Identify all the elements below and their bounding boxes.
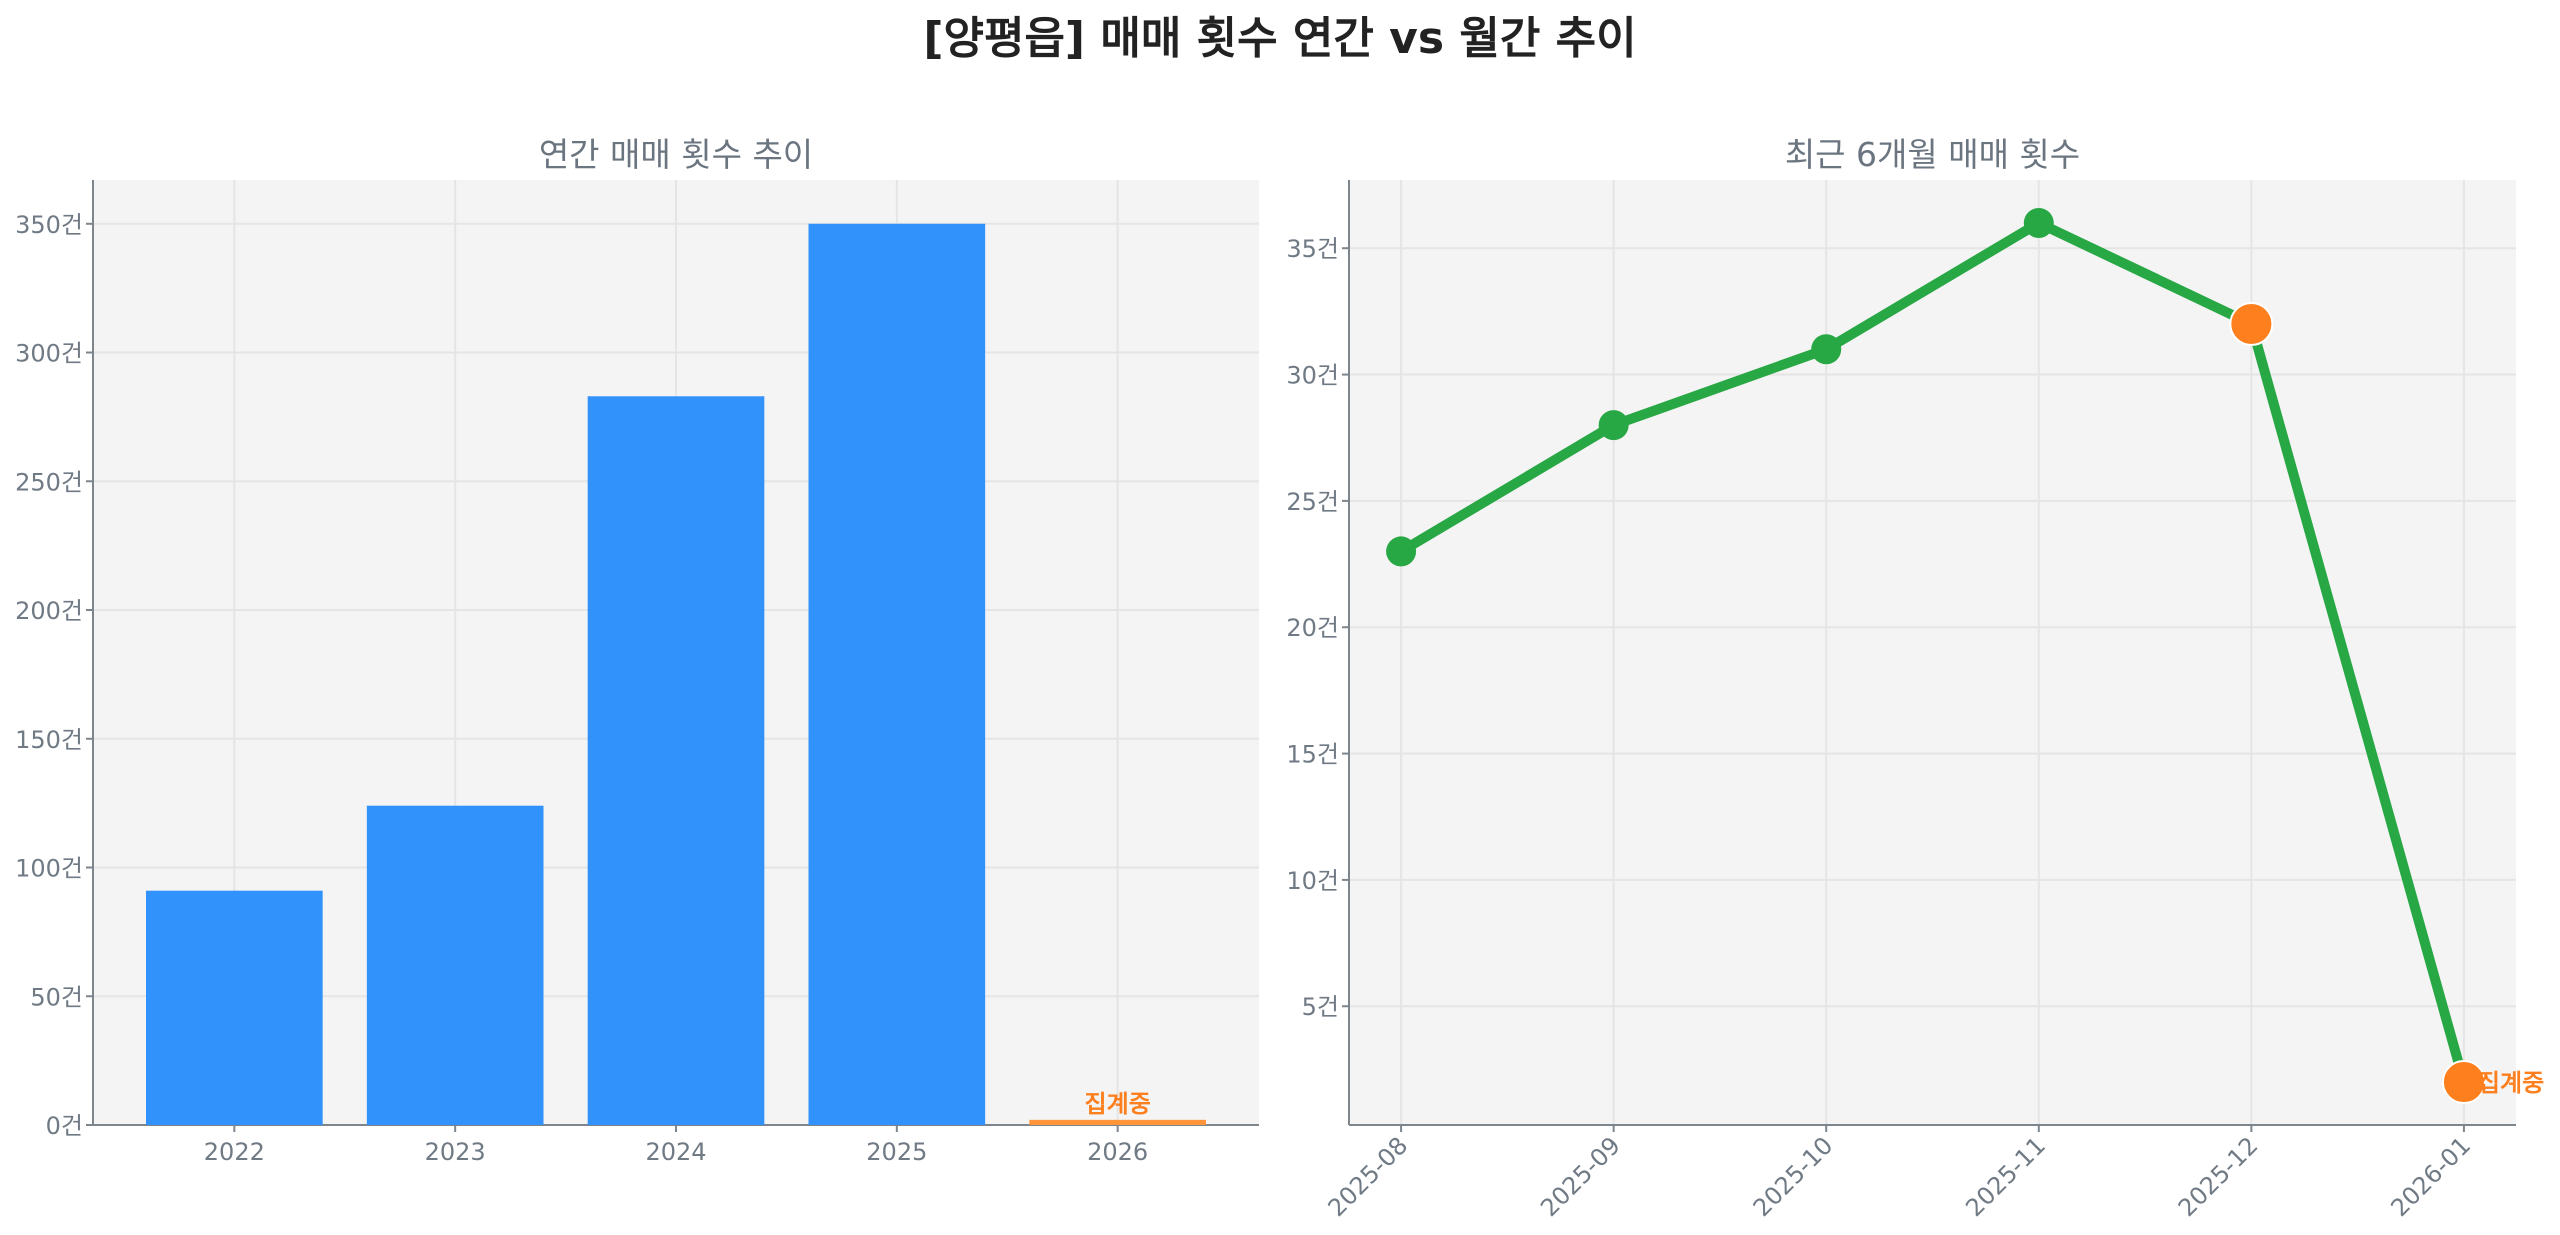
- data-point-2025-11: [2023, 207, 2054, 238]
- x-tick-label: 2026-01: [2385, 1131, 2476, 1222]
- y-tick-label: 200건: [15, 597, 83, 625]
- y-tick-label: 5건: [1302, 993, 1339, 1021]
- data-point-2025-10: [1811, 334, 1842, 365]
- y-tick-label: 100건: [15, 855, 83, 883]
- x-tick-label: 2025: [866, 1138, 927, 1166]
- x-tick-label: 2022: [204, 1138, 265, 1166]
- y-tick-label: 15건: [1286, 741, 1339, 769]
- x-tick-label: 2026: [1087, 1138, 1148, 1166]
- x-tick-label: 2025-12: [2173, 1131, 2264, 1222]
- y-tick-label: 30건: [1286, 362, 1339, 390]
- y-tick-label: 50건: [30, 983, 83, 1011]
- bar-2025: [808, 223, 986, 1125]
- y-tick-label: 350건: [15, 211, 83, 239]
- x-tick-label: 2023: [425, 1138, 486, 1166]
- highlight-point-2025-12: [2229, 302, 2274, 347]
- x-tick-label: 2025-11: [1960, 1131, 2051, 1222]
- main-title: [양평읍] 매매 횟수 연간 vs 월간 추이: [923, 13, 1637, 64]
- y-tick-label: 300건: [15, 340, 83, 368]
- y-tick-label: 0건: [46, 1112, 83, 1140]
- y-tick-label: 10건: [1286, 867, 1339, 895]
- series-line: [1398, 217, 2469, 1084]
- bar-2022: [146, 890, 323, 1125]
- annotation-label: 집계중: [1085, 1090, 1151, 1118]
- y-tick-label: 250건: [15, 468, 83, 496]
- y-tick-label: 150건: [15, 726, 83, 754]
- data-point-2025-09: [1598, 410, 1629, 441]
- x-tick-label: 2025-09: [1535, 1131, 1626, 1222]
- bar-2023: [366, 805, 544, 1125]
- plot-background: [1349, 180, 2516, 1125]
- bar-2026: [1029, 1119, 1206, 1125]
- bar-2024: [587, 396, 765, 1125]
- data-point-2025-08: [1386, 536, 1417, 567]
- y-tick-label: 35건: [1286, 235, 1339, 263]
- chart-title: 최근 6개월 매매 횟수: [1785, 135, 2080, 174]
- chart-title: 연간 매매 횟수 추이: [539, 135, 813, 174]
- x-tick-label: 2025-10: [1748, 1131, 1839, 1222]
- highlight-point-2026-01: [2441, 1060, 2486, 1105]
- y-tick-label: 20건: [1286, 614, 1339, 642]
- x-tick-label: 2025-08: [1323, 1131, 1414, 1222]
- annotation-label: 집계중: [2478, 1069, 2544, 1097]
- y-tick-label: 25건: [1286, 488, 1339, 516]
- x-tick-label: 2024: [645, 1138, 706, 1166]
